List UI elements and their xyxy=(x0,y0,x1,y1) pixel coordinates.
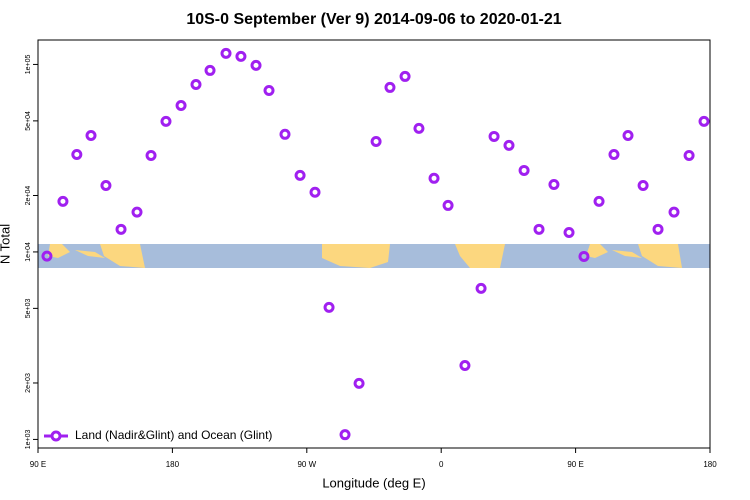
point xyxy=(399,70,411,82)
x-tick-label: 90 E xyxy=(567,460,583,469)
point xyxy=(41,250,53,262)
y-tick-label: 2e+04 xyxy=(25,186,32,206)
point xyxy=(652,223,664,235)
y-tick-label: 5e+03 xyxy=(25,298,32,318)
point xyxy=(145,149,157,161)
y-tick-label: 1e+05 xyxy=(25,55,32,75)
y-tick-label: 1e+04 xyxy=(25,242,32,262)
point xyxy=(220,47,232,59)
point xyxy=(204,64,216,76)
point xyxy=(533,223,545,235)
point xyxy=(459,359,471,371)
map-band xyxy=(38,244,710,268)
point xyxy=(370,136,382,148)
legend-label: Land (Nadir&Glint) and Ocean (Glint) xyxy=(75,428,272,442)
point xyxy=(622,129,634,141)
point xyxy=(413,122,425,134)
plot-frame xyxy=(37,39,711,449)
point xyxy=(503,139,515,151)
point xyxy=(442,199,454,211)
point xyxy=(518,164,530,176)
point xyxy=(488,130,500,142)
x-axis-label: Longitude (deg E) xyxy=(322,475,425,490)
point xyxy=(428,172,440,184)
point xyxy=(190,78,202,90)
point xyxy=(339,429,351,441)
y-tick-label: 2e+03 xyxy=(25,373,32,393)
point xyxy=(100,180,112,192)
point xyxy=(71,148,83,160)
point xyxy=(309,186,321,198)
point xyxy=(698,115,710,127)
point xyxy=(578,250,590,262)
x-tick-label: 0 xyxy=(439,460,444,469)
point xyxy=(294,169,306,181)
point xyxy=(85,129,97,141)
point xyxy=(160,115,172,127)
point xyxy=(384,81,396,93)
point xyxy=(548,178,560,190)
point xyxy=(115,223,127,235)
chart-title: 10S-0 September (Ver 9) 2014-09-06 to 20… xyxy=(186,11,561,28)
point xyxy=(250,59,262,71)
point xyxy=(475,282,487,294)
point xyxy=(563,226,575,238)
legend-marker xyxy=(50,430,62,442)
point xyxy=(668,206,680,218)
point xyxy=(593,195,605,207)
point xyxy=(353,377,365,389)
point xyxy=(235,50,247,62)
point xyxy=(637,180,649,192)
x-tick-label: 90 E xyxy=(30,460,46,469)
x-tick-label: 180 xyxy=(166,460,180,469)
x-tick-label: 90 W xyxy=(297,460,316,469)
point xyxy=(263,85,275,97)
point xyxy=(131,206,143,218)
y-axis-label: N Total xyxy=(0,224,12,264)
y-tick-label: 1e+03 xyxy=(25,429,32,449)
point xyxy=(175,99,187,111)
point xyxy=(57,195,69,207)
y-tick-label: 5e+04 xyxy=(25,111,32,131)
point xyxy=(683,149,695,161)
point xyxy=(279,128,291,140)
point xyxy=(323,301,335,313)
x-tick-label: 180 xyxy=(703,460,717,469)
point xyxy=(608,148,620,160)
